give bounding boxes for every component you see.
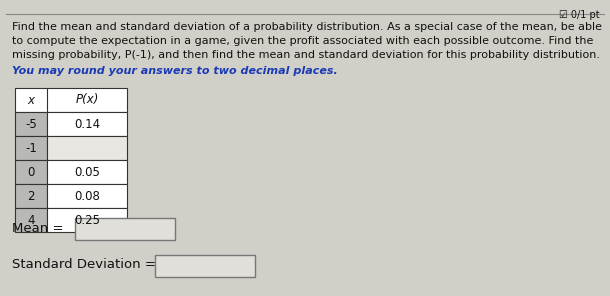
FancyBboxPatch shape	[47, 184, 127, 208]
Text: 0.08: 0.08	[74, 189, 100, 202]
Text: -5: -5	[25, 118, 37, 131]
Text: 4: 4	[27, 213, 35, 226]
FancyBboxPatch shape	[155, 255, 255, 277]
Text: Find the mean and standard deviation of a probability distribution. As a special: Find the mean and standard deviation of …	[12, 22, 602, 32]
FancyBboxPatch shape	[15, 88, 127, 112]
Text: 0.05: 0.05	[74, 165, 100, 178]
Text: 0.25: 0.25	[74, 213, 100, 226]
FancyBboxPatch shape	[47, 136, 127, 160]
FancyBboxPatch shape	[15, 184, 47, 208]
Text: to compute the expectation in a game, given the profit associated with each poss: to compute the expectation in a game, gi…	[12, 36, 594, 46]
Text: You may round your answers to two decimal places.: You may round your answers to two decima…	[12, 66, 338, 76]
FancyBboxPatch shape	[15, 136, 47, 160]
Text: x: x	[27, 94, 35, 107]
Text: 0.14: 0.14	[74, 118, 100, 131]
Text: missing probability, P(-1), and then find the mean and standard deviation for th: missing probability, P(-1), and then fin…	[12, 50, 600, 60]
Text: Standard Deviation =: Standard Deviation =	[12, 258, 156, 271]
FancyBboxPatch shape	[47, 112, 127, 136]
FancyBboxPatch shape	[75, 218, 175, 240]
Text: 0: 0	[27, 165, 35, 178]
Text: Mean =: Mean =	[12, 221, 63, 234]
FancyBboxPatch shape	[47, 160, 127, 184]
FancyBboxPatch shape	[15, 160, 47, 184]
FancyBboxPatch shape	[15, 112, 47, 136]
Text: -1: -1	[25, 141, 37, 155]
Text: ☑ 0/1 pt: ☑ 0/1 pt	[559, 10, 600, 20]
Text: 2: 2	[27, 189, 35, 202]
FancyBboxPatch shape	[15, 208, 47, 232]
Text: P(x): P(x)	[75, 94, 99, 107]
FancyBboxPatch shape	[47, 208, 127, 232]
